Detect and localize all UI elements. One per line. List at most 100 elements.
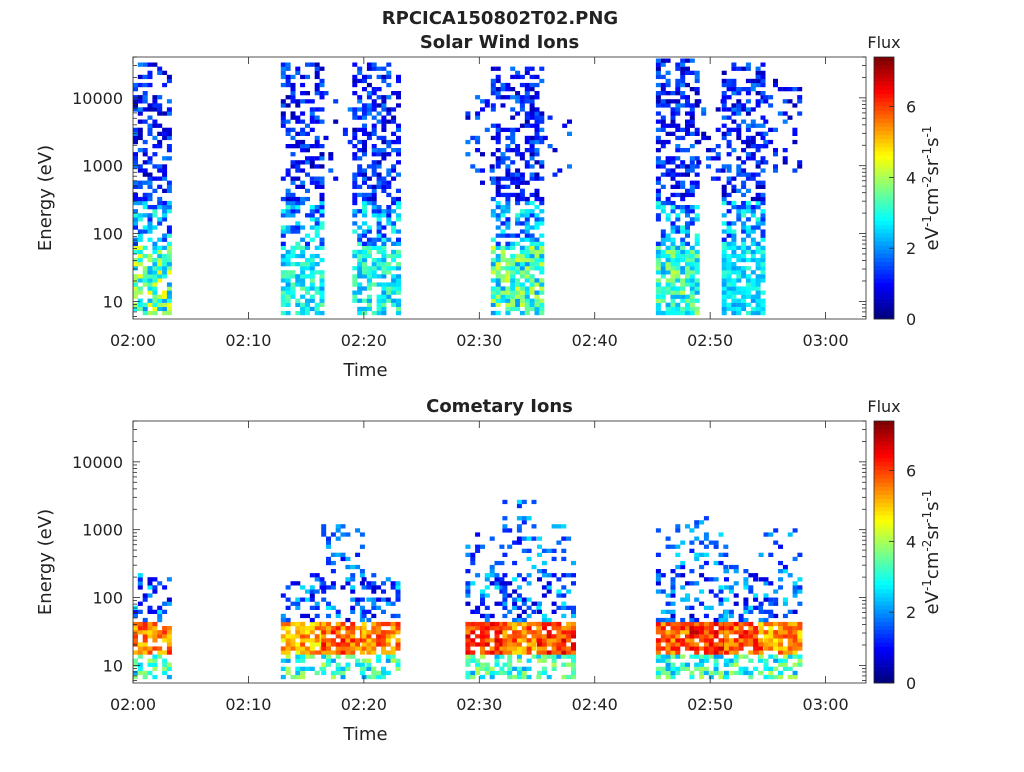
heatmap-cell <box>718 601 724 606</box>
heatmap-cell <box>137 666 143 671</box>
heatmap-cell <box>352 176 358 181</box>
heatmap-cell <box>166 286 172 291</box>
burst-5 <box>465 532 505 680</box>
heatmap-cell <box>475 573 481 578</box>
heatmap-cell <box>371 99 377 104</box>
heatmap-cell <box>694 103 700 108</box>
heatmap-cell <box>726 192 732 198</box>
heatmap-cell <box>745 229 751 234</box>
heatmap-cell <box>778 658 783 663</box>
heatmap-cell <box>755 221 761 226</box>
heatmap-cell <box>665 662 671 667</box>
heatmap-cell <box>516 621 522 627</box>
heatmap-cell <box>147 302 153 307</box>
heatmap-cell <box>551 634 557 639</box>
heatmap-cell <box>285 666 291 671</box>
heatmap-cell <box>385 638 391 643</box>
heatmap-cell <box>531 621 537 627</box>
heatmap-cell <box>357 127 363 132</box>
heatmap-cell <box>500 209 506 214</box>
heatmap-cell <box>521 621 527 627</box>
heatmap-cell <box>670 626 676 631</box>
colorbar-segment <box>874 310 894 316</box>
heatmap-cell <box>386 282 392 287</box>
heatmap-cell <box>162 634 168 639</box>
heatmap-cell <box>778 638 783 643</box>
heatmap-cell <box>366 646 372 651</box>
heatmap-cell <box>541 634 547 639</box>
heatmap-cell <box>350 585 356 590</box>
heatmap-cell <box>512 630 518 635</box>
x-tick-label: 03:00 <box>803 331 849 350</box>
heatmap-cell <box>526 621 532 627</box>
heatmap-cell <box>371 123 377 128</box>
x-tick-label: 03:00 <box>803 695 849 714</box>
heatmap-cell <box>314 270 320 275</box>
heatmap-cell <box>465 589 471 594</box>
heatmap-cell <box>516 540 522 545</box>
heatmap-cell <box>703 536 709 541</box>
heatmap-cell <box>516 666 522 671</box>
heatmap-cell <box>763 99 769 104</box>
heatmap-cell <box>371 131 377 136</box>
heatmap-cell <box>745 294 751 299</box>
heatmap-cell <box>741 200 747 206</box>
heatmap-cell <box>157 650 163 655</box>
heatmap-cell <box>362 274 367 279</box>
heatmap-cell <box>539 127 545 132</box>
heatmap-cell <box>763 131 769 136</box>
heatmap-cell <box>381 152 387 157</box>
heatmap-cell <box>352 196 358 202</box>
heatmap-cell <box>147 593 153 598</box>
heatmap-cell <box>529 66 535 71</box>
heatmap-cell <box>142 621 148 627</box>
heatmap-cell <box>665 642 671 647</box>
heatmap-cell <box>655 638 661 643</box>
heatmap-cell <box>357 209 363 214</box>
heatmap-cell <box>689 266 695 271</box>
heatmap-cell <box>314 221 320 226</box>
heatmap-cell <box>696 160 702 165</box>
heatmap-cell <box>385 654 391 659</box>
heatmap-cell <box>723 617 729 623</box>
heatmap-cell <box>386 144 392 149</box>
heatmap-cell <box>736 253 742 259</box>
burst-2 <box>280 573 325 680</box>
heatmap-cell <box>391 257 397 263</box>
heatmap-cell <box>694 626 700 631</box>
heatmap-cell <box>755 91 761 96</box>
burst-2 <box>280 62 325 316</box>
heatmap-cell <box>696 99 702 104</box>
heatmap-cell <box>314 107 320 112</box>
colorbar-segment <box>874 249 894 254</box>
heatmap-cell <box>726 257 732 263</box>
heatmap-cell <box>675 286 681 291</box>
heatmap-cell <box>516 613 522 619</box>
heatmap-cell <box>390 646 396 651</box>
heatmap-cell <box>529 306 535 312</box>
heatmap-cell <box>782 666 788 671</box>
heatmap-cell <box>366 282 372 287</box>
heatmap-cell <box>505 241 511 246</box>
heatmap-cell <box>665 674 671 680</box>
heatmap-cell <box>494 654 500 659</box>
heatmap-cell <box>680 66 686 71</box>
heatmap-cell <box>787 638 793 643</box>
heatmap-cell <box>715 152 721 157</box>
heatmap-cell <box>465 569 471 574</box>
heatmap-cell <box>280 646 286 651</box>
colorbar-segment <box>874 637 894 643</box>
heatmap-cell <box>295 205 301 210</box>
heatmap-cell <box>516 654 522 659</box>
unit-base: cm <box>922 188 943 215</box>
heatmap-cell <box>685 188 690 193</box>
heatmap-cell <box>475 135 481 141</box>
heatmap-cell <box>726 127 732 132</box>
heatmap-cell <box>515 91 521 96</box>
heatmap-cell <box>571 654 576 659</box>
heatmap-cell <box>731 82 737 88</box>
heatmap-cell <box>655 164 661 169</box>
heatmap-cell <box>350 626 356 631</box>
heatmap-cell <box>357 298 363 303</box>
heatmap-cell <box>490 270 496 275</box>
